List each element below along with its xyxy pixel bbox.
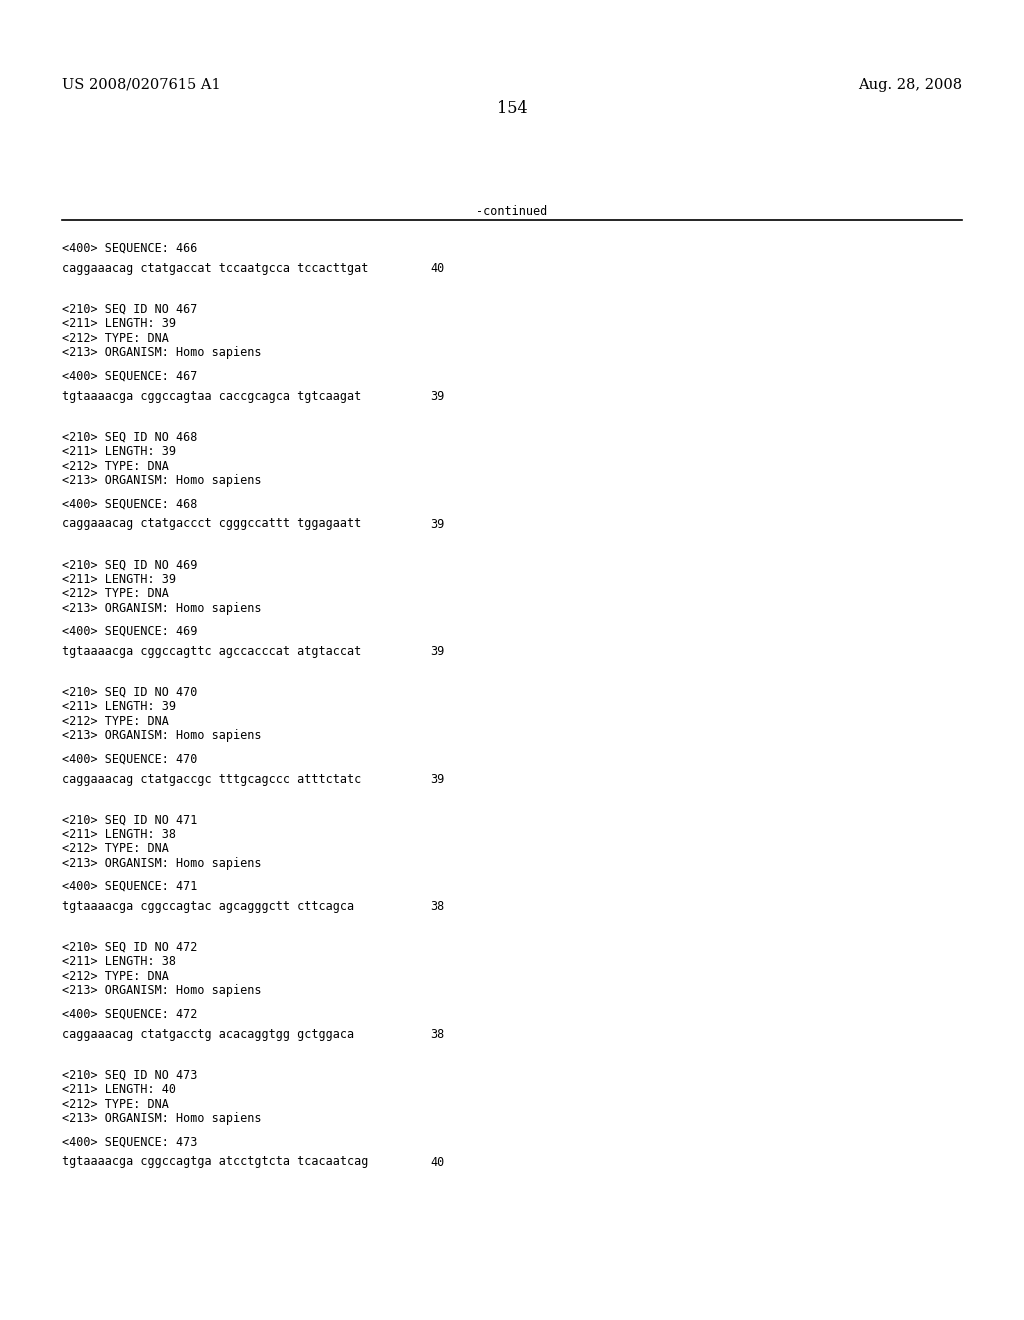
- Text: caggaaacag ctatgaccct cgggccattt tggagaatt: caggaaacag ctatgaccct cgggccattt tggagaa…: [62, 517, 361, 531]
- Text: <211> LENGTH: 39: <211> LENGTH: 39: [62, 445, 176, 458]
- Text: <210> SEQ ID NO 468: <210> SEQ ID NO 468: [62, 430, 198, 444]
- Text: <211> LENGTH: 39: <211> LENGTH: 39: [62, 573, 176, 586]
- Text: <213> ORGANISM: Homo sapiens: <213> ORGANISM: Homo sapiens: [62, 985, 261, 998]
- Text: tgtaaaacga cggccagtac agcagggctt cttcagca: tgtaaaacga cggccagtac agcagggctt cttcagc…: [62, 900, 354, 913]
- Text: <213> ORGANISM: Homo sapiens: <213> ORGANISM: Homo sapiens: [62, 1111, 261, 1125]
- Text: <210> SEQ ID NO 470: <210> SEQ ID NO 470: [62, 685, 198, 698]
- Text: <211> LENGTH: 38: <211> LENGTH: 38: [62, 828, 176, 841]
- Text: <213> ORGANISM: Homo sapiens: <213> ORGANISM: Homo sapiens: [62, 857, 261, 870]
- Text: <210> SEQ ID NO 469: <210> SEQ ID NO 469: [62, 558, 198, 572]
- Text: <211> LENGTH: 40: <211> LENGTH: 40: [62, 1082, 176, 1096]
- Text: tgtaaaacga cggccagtaa caccgcagca tgtcaagat: tgtaaaacga cggccagtaa caccgcagca tgtcaag…: [62, 389, 361, 403]
- Text: tgtaaaacga cggccagttc agccacccat atgtaccat: tgtaaaacga cggccagttc agccacccat atgtacc…: [62, 645, 361, 659]
- Text: <400> SEQUENCE: 472: <400> SEQUENCE: 472: [62, 1007, 198, 1020]
- Text: tgtaaaacga cggccagtga atcctgtcta tcacaatcag: tgtaaaacga cggccagtga atcctgtcta tcacaat…: [62, 1155, 369, 1168]
- Text: <212> TYPE: DNA: <212> TYPE: DNA: [62, 587, 169, 601]
- Text: <212> TYPE: DNA: <212> TYPE: DNA: [62, 842, 169, 855]
- Text: <211> LENGTH: 38: <211> LENGTH: 38: [62, 956, 176, 969]
- Text: <211> LENGTH: 39: <211> LENGTH: 39: [62, 317, 176, 330]
- Text: <400> SEQUENCE: 466: <400> SEQUENCE: 466: [62, 242, 198, 255]
- Text: caggaaacag ctatgaccgc tttgcagccc atttctatc: caggaaacag ctatgaccgc tttgcagccc atttcta…: [62, 772, 361, 785]
- Text: US 2008/0207615 A1: US 2008/0207615 A1: [62, 78, 220, 92]
- Text: 154: 154: [497, 100, 527, 117]
- Text: <400> SEQUENCE: 468: <400> SEQUENCE: 468: [62, 498, 198, 511]
- Text: <210> SEQ ID NO 473: <210> SEQ ID NO 473: [62, 1068, 198, 1081]
- Text: <212> TYPE: DNA: <212> TYPE: DNA: [62, 970, 169, 983]
- Text: 40: 40: [430, 1155, 444, 1168]
- Text: <400> SEQUENCE: 470: <400> SEQUENCE: 470: [62, 752, 198, 766]
- Text: caggaaacag ctatgaccat tccaatgcca tccacttgat: caggaaacag ctatgaccat tccaatgcca tccactt…: [62, 263, 369, 276]
- Text: <213> ORGANISM: Homo sapiens: <213> ORGANISM: Homo sapiens: [62, 346, 261, 359]
- Text: <213> ORGANISM: Homo sapiens: <213> ORGANISM: Homo sapiens: [62, 474, 261, 487]
- Text: Aug. 28, 2008: Aug. 28, 2008: [858, 78, 962, 92]
- Text: <213> ORGANISM: Homo sapiens: <213> ORGANISM: Homo sapiens: [62, 729, 261, 742]
- Text: <212> TYPE: DNA: <212> TYPE: DNA: [62, 714, 169, 727]
- Text: <210> SEQ ID NO 471: <210> SEQ ID NO 471: [62, 813, 198, 826]
- Text: 38: 38: [430, 900, 444, 913]
- Text: 39: 39: [430, 645, 444, 659]
- Text: <212> TYPE: DNA: <212> TYPE: DNA: [62, 459, 169, 473]
- Text: <212> TYPE: DNA: <212> TYPE: DNA: [62, 1097, 169, 1110]
- Text: caggaaacag ctatgacctg acacaggtgg gctggaca: caggaaacag ctatgacctg acacaggtgg gctggac…: [62, 1028, 354, 1041]
- Text: 39: 39: [430, 772, 444, 785]
- Text: <400> SEQUENCE: 471: <400> SEQUENCE: 471: [62, 880, 198, 894]
- Text: <210> SEQ ID NO 467: <210> SEQ ID NO 467: [62, 302, 198, 315]
- Text: <211> LENGTH: 39: <211> LENGTH: 39: [62, 700, 176, 713]
- Text: 39: 39: [430, 389, 444, 403]
- Text: 40: 40: [430, 263, 444, 276]
- Text: -continued: -continued: [476, 205, 548, 218]
- Text: 38: 38: [430, 1028, 444, 1041]
- Text: <210> SEQ ID NO 472: <210> SEQ ID NO 472: [62, 941, 198, 954]
- Text: <213> ORGANISM: Homo sapiens: <213> ORGANISM: Homo sapiens: [62, 602, 261, 615]
- Text: <400> SEQUENCE: 467: <400> SEQUENCE: 467: [62, 370, 198, 383]
- Text: <212> TYPE: DNA: <212> TYPE: DNA: [62, 331, 169, 345]
- Text: <400> SEQUENCE: 469: <400> SEQUENCE: 469: [62, 624, 198, 638]
- Text: 39: 39: [430, 517, 444, 531]
- Text: <400> SEQUENCE: 473: <400> SEQUENCE: 473: [62, 1135, 198, 1148]
